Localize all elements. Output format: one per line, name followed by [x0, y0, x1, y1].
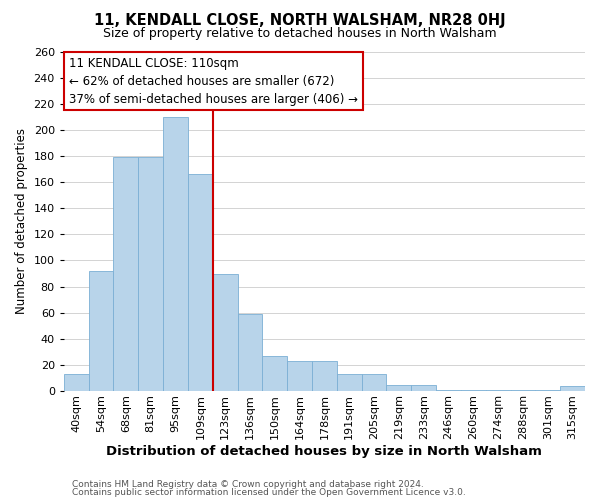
X-axis label: Distribution of detached houses by size in North Walsham: Distribution of detached houses by size …	[106, 444, 542, 458]
Bar	[262, 356, 287, 391]
Text: 11 KENDALL CLOSE: 110sqm
← 62% of detached houses are smaller (672)
37% of semi-: 11 KENDALL CLOSE: 110sqm ← 62% of detach…	[69, 56, 358, 106]
Bar	[64, 374, 89, 391]
Bar	[163, 117, 188, 391]
Text: Contains HM Land Registry data © Crown copyright and database right 2024.: Contains HM Land Registry data © Crown c…	[72, 480, 424, 489]
Bar	[535, 390, 560, 391]
Bar	[287, 361, 312, 391]
Bar	[511, 390, 535, 391]
Bar	[386, 384, 411, 391]
Text: Size of property relative to detached houses in North Walsham: Size of property relative to detached ho…	[103, 28, 497, 40]
Text: Contains public sector information licensed under the Open Government Licence v3: Contains public sector information licen…	[72, 488, 466, 497]
Bar	[188, 174, 213, 391]
Bar	[461, 390, 486, 391]
Bar	[362, 374, 386, 391]
Bar	[411, 384, 436, 391]
Bar	[312, 361, 337, 391]
Bar	[89, 271, 113, 391]
Bar	[560, 386, 585, 391]
Y-axis label: Number of detached properties: Number of detached properties	[15, 128, 28, 314]
Bar	[113, 158, 138, 391]
Bar	[238, 314, 262, 391]
Bar	[337, 374, 362, 391]
Bar	[138, 158, 163, 391]
Bar	[213, 274, 238, 391]
Bar	[486, 390, 511, 391]
Text: 11, KENDALL CLOSE, NORTH WALSHAM, NR28 0HJ: 11, KENDALL CLOSE, NORTH WALSHAM, NR28 0…	[94, 12, 506, 28]
Bar	[436, 390, 461, 391]
